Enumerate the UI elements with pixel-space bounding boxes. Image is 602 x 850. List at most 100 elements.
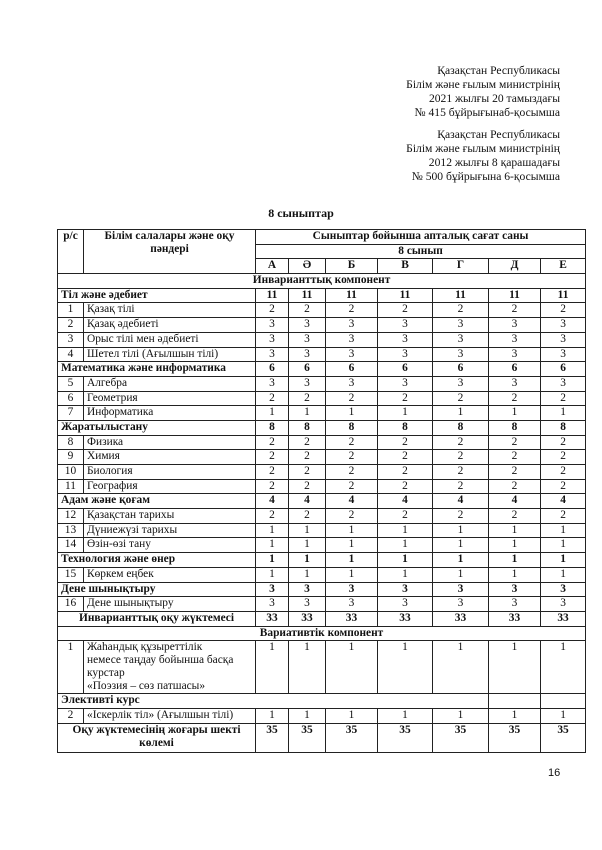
hours-cell: 3: [539, 375, 587, 392]
subject-group-row: Математика және информатика 6 6 6 6 6 6 6: [57, 361, 587, 377]
hours-cell: 3: [325, 596, 378, 612]
hours-cell: 1: [539, 640, 587, 695]
hours-cell: 1: [255, 707, 289, 724]
hours-cell: 2: [539, 478, 587, 495]
hours-cell: 1: [288, 552, 326, 568]
subject-name: Қазақстан тарихы: [83, 508, 256, 524]
hours-cell: 3: [325, 331, 378, 348]
subject-row: 7 Информатика 1 1 1 1 1 1 1: [57, 405, 587, 421]
hours-cell: 3: [288, 596, 326, 612]
hours-cell: 3: [432, 331, 489, 348]
row-number: 3: [57, 331, 84, 348]
hours-cell: 3: [488, 375, 541, 392]
row-number: 11: [57, 478, 84, 495]
hours-cell: 3: [288, 375, 326, 392]
hours-cell: 4: [255, 493, 289, 510]
subject-name: Физика: [83, 434, 256, 451]
subject-name: Геометрия: [83, 390, 256, 407]
hours-cell: 1: [325, 552, 378, 568]
hours-cell: 3: [255, 331, 289, 348]
hours-cell: 3: [432, 581, 489, 598]
address-line: № 500 бұйрығына 6-қосымша: [411, 170, 560, 183]
hours-cell: 3: [432, 375, 489, 392]
page-number: 16: [548, 767, 561, 779]
hours-cell: 2: [255, 478, 289, 495]
hours-cell: 2: [255, 302, 289, 319]
address-line: Білім және ғылым министрінің: [406, 142, 560, 155]
hours-cell: 1: [377, 522, 433, 539]
row-number: 1: [57, 302, 84, 319]
subject-row: 5 Алгебра 3 3 3 3 3 3 3: [57, 375, 587, 392]
hours-cell: 1: [488, 405, 541, 421]
hours-cell: 35: [539, 722, 587, 753]
hours-cell: 1: [432, 552, 489, 568]
hours-cell: 2: [325, 478, 378, 495]
hours-cell: 1: [488, 640, 541, 695]
hours-cell: 2: [377, 464, 433, 480]
subject-name-line: «Поэзия – сөз патшасы»: [87, 680, 206, 693]
hours-cell: 2: [288, 478, 326, 495]
hours-cell: 2: [325, 434, 378, 451]
hours-cell: 3: [539, 581, 587, 598]
hours-cell: 11: [488, 287, 541, 304]
subject-row: 15 Көркем еңбек 1 1 1 1 1 1 1: [57, 566, 587, 583]
hours-cell: 1: [539, 405, 587, 421]
hours-cell: 6: [377, 361, 433, 377]
subject-name: Шетел тілі (Ағылшын тілі): [83, 346, 256, 363]
hours-cell: 1: [488, 537, 541, 554]
hours-cell: 3: [488, 331, 541, 348]
subject-name: Информатика: [83, 405, 256, 421]
hours-cell: 6: [488, 361, 541, 377]
group-name: Технология және өнер: [57, 552, 256, 568]
hours-cell: 2: [325, 508, 378, 524]
address-line: Қазақстан Республикасы: [437, 64, 560, 77]
hours-cell: 3: [255, 596, 289, 612]
empty-cell: [488, 693, 541, 709]
row-number: 16: [57, 596, 84, 612]
hours-cell: 8: [325, 419, 378, 436]
hours-cell: 2: [488, 302, 541, 319]
hours-cell: 8: [288, 419, 326, 436]
hours-cell: 2: [377, 434, 433, 451]
order-reference-2: Қазақстан Республикасы Білім және ғылым м…: [406, 128, 560, 184]
page-title: 8 сыныптар: [268, 206, 334, 220]
hours-cell: 4: [539, 493, 587, 510]
hours-cell: 33: [325, 610, 378, 627]
hours-cell: 2: [288, 390, 326, 407]
address-line: № 415 бұйрығынаб-қосымша: [414, 106, 560, 119]
subject-row: 11 География 2 2 2 2 2 2 2: [57, 478, 587, 495]
address-line: Білім және ғылым министрінің: [406, 78, 560, 91]
subject-name-line: немесе таңдау бойынша басқа: [87, 654, 234, 667]
address-line: 2012 жылғы 8 қарашадағы: [428, 156, 560, 169]
hours-cell: 1: [377, 537, 433, 554]
hours-cell: 1: [432, 640, 489, 695]
hours-cell: 3: [288, 581, 326, 598]
hours-cell: 3: [539, 346, 587, 363]
row-number: 8: [57, 434, 84, 451]
hours-cell: 1: [488, 566, 541, 583]
section-invariant: Инварианттық компонент: [56, 273, 587, 289]
subject-row: 8 Физика 2 2 2 2 2 2 2: [57, 434, 587, 451]
hours-cell: 2: [255, 434, 289, 451]
subject-row: 1 Жаһандық құзыреттілік немесе таңдау бойы…: [57, 640, 587, 695]
hours-cell: 11: [288, 287, 326, 304]
hours-cell: 35: [432, 722, 489, 753]
hours-cell: 3: [432, 317, 489, 333]
hours-cell: 1: [288, 707, 326, 724]
hours-cell: 6: [325, 361, 378, 377]
address-line: Қазақстан Республикасы: [437, 128, 560, 141]
row-number: 10: [57, 464, 84, 480]
hours-cell: 1: [377, 707, 433, 724]
hours-cell: 3: [488, 596, 541, 612]
hours-cell: 3: [432, 346, 489, 363]
hours-cell: 11: [432, 287, 489, 304]
hours-cell: 3: [488, 346, 541, 363]
subject-row: 16 Дене шынықтыру 3 3 3 3 3 3 3: [57, 596, 587, 612]
hours-cell: 3: [255, 346, 289, 363]
group-name: Тіл және әдебиет: [57, 287, 256, 304]
hours-cell: 1: [325, 522, 378, 539]
group-name: Адам және қоғам: [57, 493, 256, 510]
hours-cell: 1: [255, 522, 289, 539]
subject-group-row: Дене шынықтыру 3 3 3 3 3 3 3: [57, 581, 587, 598]
subject-name: Алгебра: [83, 375, 256, 392]
